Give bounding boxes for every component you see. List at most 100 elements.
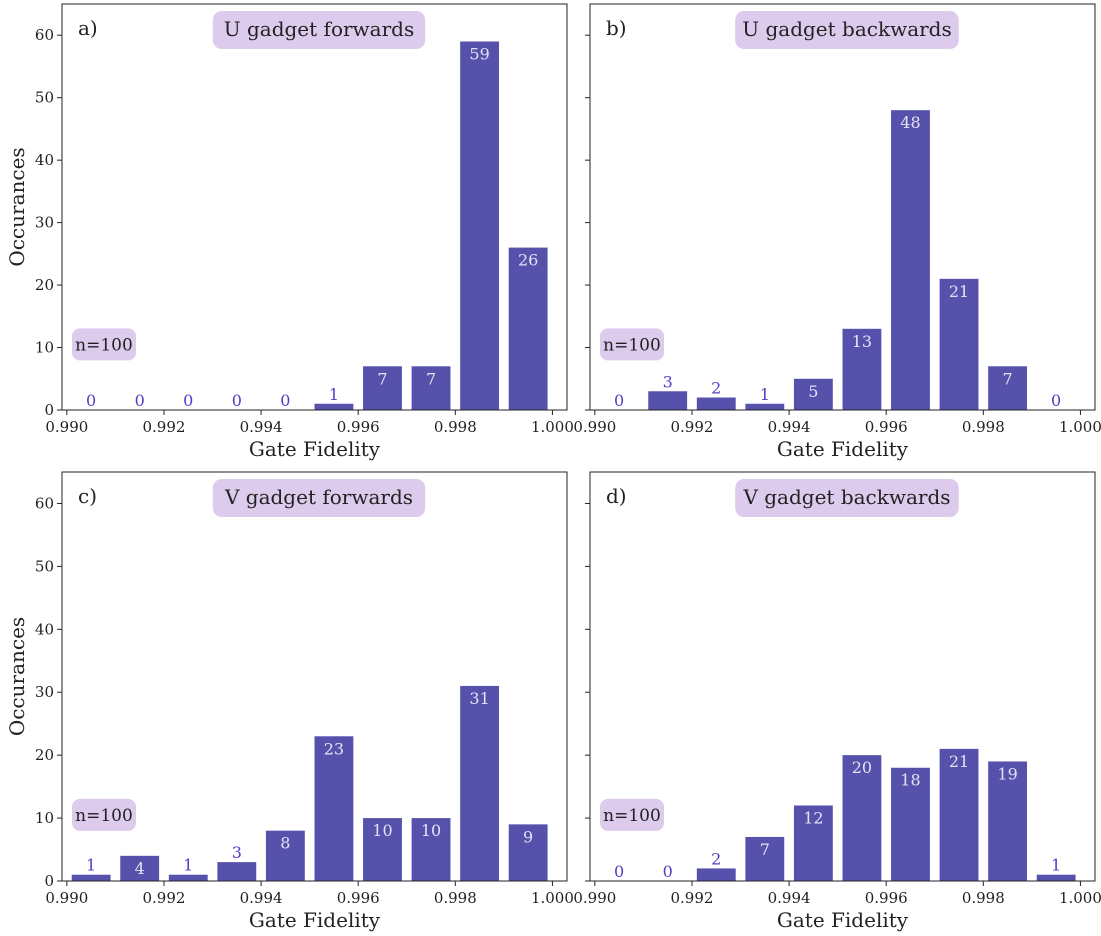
y-axis-label: Occurances: [5, 617, 29, 736]
bar: [988, 366, 1028, 410]
bar: [508, 824, 548, 881]
x-tick-label: 0.994: [240, 418, 283, 436]
bar: [842, 755, 882, 881]
bar-value-label: 20: [852, 758, 872, 777]
bar: [745, 403, 785, 410]
bar: [363, 366, 402, 410]
x-tick-label: 0.994: [768, 889, 811, 907]
panel-letter: c): [78, 484, 97, 508]
x-tick-label: 0.990: [573, 889, 616, 907]
bar: [460, 685, 500, 881]
bar: [217, 862, 257, 881]
x-tick-label: 0.998: [434, 418, 477, 436]
plot-frame: [61, 3, 568, 411]
x-tick-label: 0.996: [337, 418, 380, 436]
chart-title: U gadget backwards: [742, 17, 952, 41]
title-badge: [212, 479, 426, 517]
bar-value-label: 10: [372, 821, 392, 840]
y-tick-label: 40: [35, 620, 54, 638]
x-tick-label: 0.994: [240, 889, 283, 907]
y-tick-label: 0: [44, 401, 54, 419]
bar: [793, 378, 833, 410]
bar-value-label: 0: [614, 391, 624, 410]
x-tick-label: 1.000: [531, 889, 574, 907]
n-label: n=100: [75, 335, 133, 355]
x-tick-label: 0.992: [670, 889, 713, 907]
bar-value-label: 7: [426, 369, 436, 388]
bar: [71, 874, 111, 881]
bar: [168, 874, 208, 881]
n-badge: [72, 328, 136, 361]
x-tick-label: 1.000: [1059, 418, 1101, 436]
bar: [120, 855, 160, 881]
x-tick-label: 1.000: [531, 418, 574, 436]
x-axis-label: Gate Fidelity: [249, 437, 381, 461]
title-badge: [212, 11, 426, 49]
x-tick-label: 0.990: [573, 418, 616, 436]
x-tick-label: 0.996: [865, 889, 908, 907]
bar-value-label: 7: [760, 840, 770, 859]
panel-letter: a): [78, 16, 98, 40]
bar-value-label: 0: [232, 391, 242, 410]
bar: [793, 805, 833, 881]
bar-value-label: 31: [469, 689, 489, 708]
bar-value-label: 13: [852, 332, 872, 351]
y-tick-label: 40: [35, 151, 54, 169]
x-tick-label: 0.992: [142, 418, 185, 436]
bar: [745, 836, 785, 881]
title-badge: [735, 11, 959, 49]
n-label: n=100: [603, 806, 661, 826]
x-tick-label: 0.998: [434, 889, 477, 907]
y-tick-label: 50: [35, 89, 54, 107]
bar-value-label: 0: [1051, 391, 1061, 410]
bar-value-label: 5: [808, 382, 818, 401]
bar: [696, 868, 736, 881]
bar: [842, 328, 882, 410]
bar-value-label: 18: [900, 771, 920, 790]
bar: [265, 830, 305, 881]
bar-value-label: 1: [183, 856, 193, 875]
bar-value-label: 21: [949, 752, 969, 771]
y-tick-label: 20: [35, 746, 54, 764]
bar: [891, 110, 930, 411]
x-tick-label: 0.990: [45, 418, 88, 436]
x-tick-label: 0.998: [962, 889, 1005, 907]
x-tick-label: 0.990: [45, 889, 88, 907]
bar-value-label: 3: [232, 843, 242, 862]
plot-frame: [61, 471, 568, 882]
plot-frame: [589, 3, 1096, 411]
y-axis-label: Occurances: [5, 147, 29, 266]
bar-value-label: 12: [803, 808, 823, 827]
bar: [988, 761, 1028, 881]
chart-title: U gadget forwards: [224, 17, 414, 41]
x-tick-label: 0.994: [768, 418, 811, 436]
bar-value-label: 19: [997, 764, 1017, 783]
n-label: n=100: [603, 335, 661, 355]
bar-value-label: 0: [663, 862, 673, 881]
bar-value-label: 0: [86, 391, 96, 410]
bar-value-label: 1: [760, 385, 770, 404]
bar-value-label: 48: [900, 113, 920, 132]
bar-value-label: 1: [86, 856, 96, 875]
bar-value-label: 8: [280, 834, 290, 853]
bar: [460, 41, 500, 410]
chart-title: V gadget backwards: [742, 485, 950, 509]
bar-value-label: 59: [469, 44, 489, 63]
x-axis-label: Gate Fidelity: [777, 437, 909, 461]
n-label: n=100: [75, 806, 133, 826]
x-axis-label: Gate Fidelity: [777, 908, 909, 932]
y-tick-label: 0: [44, 872, 54, 890]
bar: [1036, 874, 1076, 881]
y-tick-label: 20: [35, 276, 54, 294]
bar: [314, 736, 354, 881]
x-tick-label: 1.000: [1059, 889, 1101, 907]
plot-frame: [589, 471, 1096, 882]
bar: [314, 403, 354, 410]
bar-value-label: 0: [280, 391, 290, 410]
title-badge: [735, 479, 959, 517]
bar-value-label: 4: [135, 859, 145, 878]
bar: [696, 397, 736, 410]
y-tick-label: 60: [35, 26, 54, 44]
bar-value-label: 7: [377, 369, 387, 388]
